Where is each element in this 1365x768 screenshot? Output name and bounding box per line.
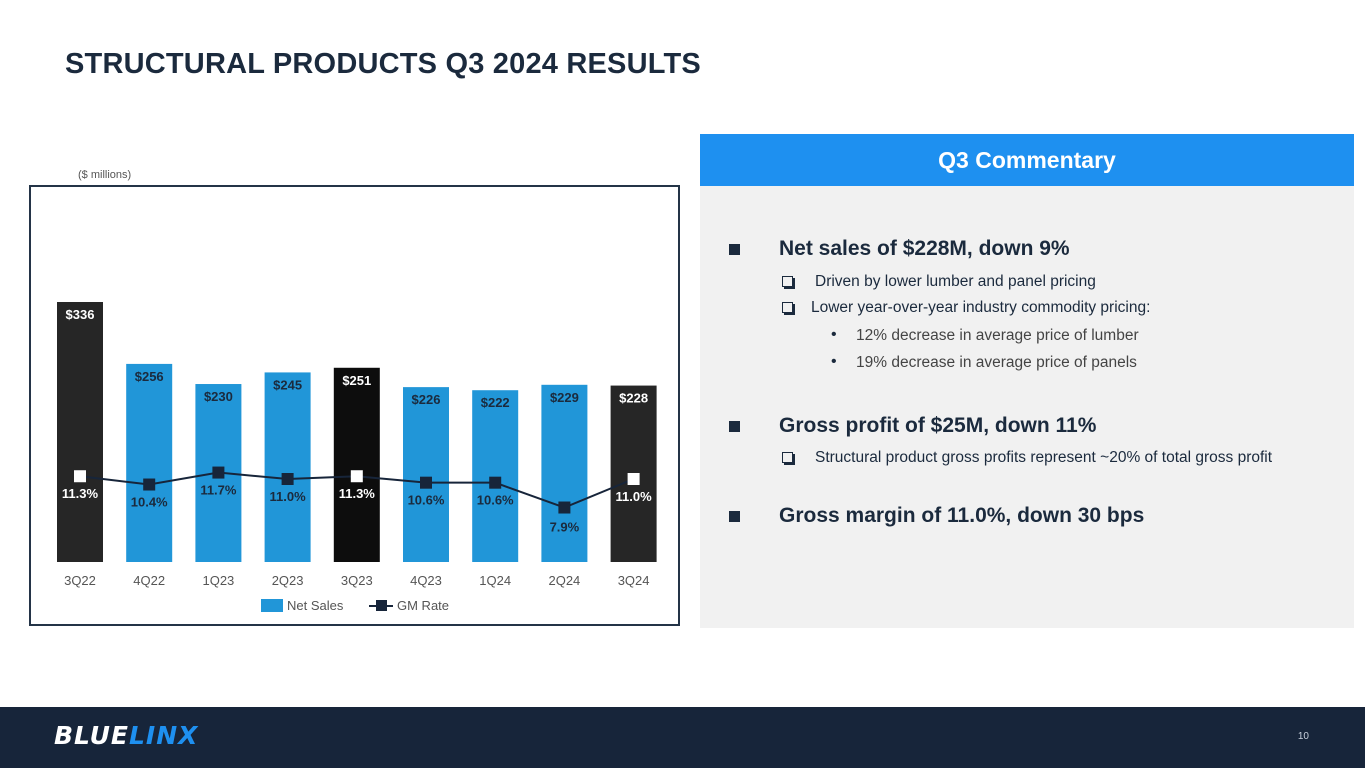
page-number: 10 [1297,731,1309,742]
logo-text-blue: BLUE [54,721,129,750]
gm-marker-2Q24 [558,501,571,514]
bar-label-4Q22: $256 [135,369,164,384]
bullet-text: Gross profit of $25M, down 11% [779,414,1097,437]
x-tick-1Q23: 1Q23 [202,573,234,588]
logo-text-linx: LINX [129,721,199,750]
legend-label-gm-rate: GM Rate [397,598,449,613]
bar-label-3Q24: $228 [619,391,648,406]
gm-label-3Q22: 11.3% [62,486,99,501]
square-bullet-icon [729,421,740,432]
slide-title: STRUCTURAL PRODUCTS Q3 2024 RESULTS [65,48,701,80]
units-label: ($ millions) [78,169,132,181]
gm-marker-1Q24 [489,476,502,489]
bar-2Q23 [264,372,311,562]
bar-label-4Q23: $226 [412,392,441,407]
gm-marker-4Q23 [420,476,432,489]
sub-sub-bullet-text: 12% decrease in average price of lumber [856,327,1139,344]
gm-label-2Q24: 7.9% [550,520,580,535]
gm-label-4Q22: 10.4% [131,495,168,510]
checkbox-bullet-icon [782,302,793,313]
x-tick-3Q22: 3Q22 [64,573,96,588]
bar-4Q23 [403,387,449,562]
chart-frame: $336 $256 $230 $245 $251 $226 $222 $229 $228 11.3… [29,185,680,626]
bar-2Q24 [541,384,588,562]
bar-4Q22 [126,363,173,562]
sub-bullet-text: Lower year-over-year industry commodity … [811,299,1151,316]
square-bullet-icon [729,511,740,522]
x-tick-1Q24: 1Q24 [479,573,511,588]
square-bullet-icon [729,244,740,255]
x-tick-2Q24: 2Q24 [548,573,580,588]
sub-bullet-text: Structural product gross profits represe… [815,449,1273,466]
sub-sub-bullet-text: 19% decrease in average price of panels [856,354,1137,371]
bar-1Q24 [472,390,519,562]
x-tick-3Q24: 3Q24 [618,573,650,588]
x-tick-3Q23: 3Q23 [341,573,373,588]
gm-label-1Q24: 10.6% [477,493,514,508]
x-tick-4Q23: 4Q23 [410,573,442,588]
legend-swatch-net-sales [261,599,283,612]
dot-bullet-icon: • [831,353,837,370]
gm-marker-3Q22 [74,470,86,483]
bullet-text: Net sales of $228M, down 9% [779,237,1070,260]
bar-label-2Q23: $245 [273,377,302,392]
bluelinx-logo: BLUELINX [54,721,198,750]
gm-marker-1Q23 [212,466,225,479]
x-tick-2Q23: 2Q23 [272,573,304,588]
bar-3Q23 [333,367,380,562]
bar-line-chart: $336 $256 $230 $245 $251 $226 $222 $229 $228 11.3… [57,302,657,613]
footer-bar: BLUELINX 10 [0,707,1365,768]
gm-label-1Q23: 11.7% [200,483,237,498]
bar-3Q22 [57,302,103,562]
bar-label-1Q23: $230 [204,389,233,404]
bar-label-3Q23: $251 [342,373,371,388]
legend-label-net-sales: Net Sales [287,598,344,613]
checkbox-bullet-icon [782,276,793,287]
bar-label-2Q24: $229 [550,390,579,405]
checkbox-bullet-icon [782,452,793,463]
commentary-panel: Q3 Commentary Net sales of $228M, down 9… [700,134,1354,628]
gm-marker-3Q23 [350,470,363,483]
sub-bullet-text: Driven by lower lumber and panel pricing [815,273,1096,290]
commentary-header: Q3 Commentary [700,134,1354,186]
legend-marker-gm-rate [376,600,387,611]
dot-bullet-icon: • [831,326,837,343]
bullet-text: Gross margin of 11.0%, down 30 bps [779,504,1145,527]
gm-label-2Q23: 11.0% [270,489,307,504]
gm-label-3Q23: 11.3% [339,486,376,501]
x-tick-4Q22: 4Q22 [133,573,165,588]
gm-marker-2Q23 [281,473,294,485]
gm-marker-3Q24 [627,473,640,485]
gm-label-4Q23: 10.6% [408,493,445,508]
bar-label-1Q24: $222 [481,395,510,410]
gm-marker-4Q22 [143,478,156,491]
gm-label-3Q24: 11.0% [616,489,653,504]
bar-label-3Q22: $336 [66,307,95,322]
